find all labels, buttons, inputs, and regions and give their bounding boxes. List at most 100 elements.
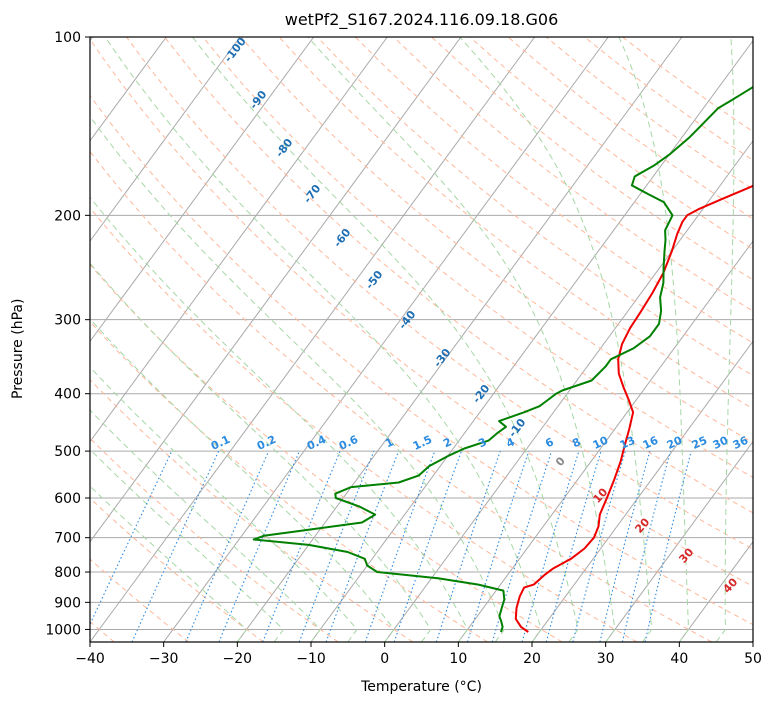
moist-adiabat-line [715, 37, 735, 642]
y-tick-label: 800 [54, 565, 81, 581]
dry-adiabat-line [90, 150, 712, 642]
mixing-ratio-label: 10 [591, 434, 611, 452]
mixing-ratio-line [364, 450, 436, 642]
y-tick-label: 200 [54, 208, 81, 224]
moist-adiabat-line [90, 409, 321, 642]
moist-adiabat-label: 30 [676, 545, 696, 565]
dry-adiabat-line [90, 558, 190, 642]
mixing-ratio-line [435, 450, 501, 642]
mixing-ratio-line [218, 450, 301, 642]
dry-adiabat-line [90, 378, 414, 642]
moist-adiabat-line [104, 37, 542, 642]
mixing-ratio-line [185, 450, 270, 642]
x-tick-label: 50 [744, 651, 762, 667]
y-tick-label: 900 [54, 595, 81, 611]
mixing-ratio-line [131, 450, 220, 642]
mixing-ratio-line [521, 450, 580, 642]
dry-adiabat-label: -80 [273, 136, 296, 160]
moist-adiabat-line [90, 485, 248, 642]
dry-adiabat-line [90, 263, 563, 642]
moist-adiabat-line [307, 37, 616, 642]
y-tick-label: 1000 [45, 622, 81, 638]
mixing-ratio-line [325, 450, 400, 642]
dry-adiabat-label: -70 [301, 182, 324, 206]
moist-adiabat-line [90, 115, 505, 642]
isotherm-line [752, 641, 753, 642]
mixing-ratio-line [90, 450, 173, 626]
dry-adiabat-line [469, 37, 753, 250]
temperature-profile [514, 184, 753, 633]
mixing-ratio-line [262, 450, 341, 642]
isotherm-line [90, 37, 167, 142]
mixing-ratio-line [545, 450, 602, 642]
x-tick-label: 0 [380, 651, 389, 667]
isotherm-line [90, 37, 241, 242]
plot-frame [89, 36, 754, 643]
mixing-ratio-line [393, 450, 463, 642]
isotherm-line [384, 139, 753, 642]
isotherm-line [90, 37, 536, 642]
dry-adiabat-line [355, 37, 753, 344]
dry-adiabat-line [90, 321, 488, 642]
isotherm-line [163, 37, 609, 642]
mixing-ratio-label: 30 [711, 434, 731, 452]
dry-adiabat-line [90, 207, 638, 642]
dry-adiabat-label: -100 [222, 35, 249, 65]
dry-adiabat-label: -90 [247, 88, 270, 112]
mixing-ratio-label: 1.5 [411, 433, 434, 453]
isotherm-line [90, 37, 315, 343]
y-tick-label: 300 [54, 313, 81, 329]
moist-adiabat-line [192, 37, 579, 642]
dry-adiabat-line [393, 37, 753, 312]
mixing-ratio-label: 13 [618, 434, 637, 452]
isotherm-line [236, 37, 683, 642]
chart-title: wetPf2_S167.2024.116.09.18.G06 [284, 10, 559, 29]
x-tick-label: −40 [75, 651, 105, 667]
y-axis-label-wrapper: Pressure (hPa) [10, 299, 30, 400]
isotherm-line [605, 440, 753, 642]
y-tick-label: 700 [54, 531, 81, 547]
x-tick-label: −20 [223, 651, 253, 667]
y-tick-label: 100 [54, 30, 81, 46]
dry-adiabat-line [90, 437, 339, 642]
mixing-ratio-line [621, 450, 671, 642]
dewpoint-profile [252, 85, 753, 633]
dry-adiabat-line [240, 37, 753, 444]
mixing-ratio-label: 8 [570, 435, 582, 450]
dry-adiabat-line [164, 37, 753, 514]
moist-adiabat-line [90, 318, 395, 642]
x-tick-label: −10 [296, 651, 326, 667]
dry-adiabat-line [278, 37, 753, 410]
dry-adiabat-line [126, 37, 753, 550]
mixing-ratio-label: 2 [441, 435, 453, 450]
x-tick-label: 20 [523, 651, 541, 667]
mixing-ratio-label: 20 [665, 434, 685, 452]
mixing-ratio-line [298, 450, 375, 642]
y-tick-label: 500 [54, 444, 81, 460]
moist-adiabat-line [618, 37, 690, 642]
moist-adiabat-label: 0 [553, 454, 568, 469]
dry-adiabat-line [507, 37, 753, 220]
mixing-ratio-label: 0.4 [305, 433, 328, 453]
isotherm-line [457, 240, 753, 642]
x-tick-label: −30 [149, 651, 179, 667]
isotherm-line [531, 340, 753, 642]
mixing-ratio-line [466, 450, 530, 642]
mixing-ratio-label: 36 [731, 434, 751, 452]
moist-adiabat-line [90, 262, 432, 642]
y-tick-label: 600 [54, 491, 81, 507]
isotherm-line [90, 37, 388, 443]
mixing-ratio-line [644, 450, 692, 642]
dry-adiabat-line [90, 38, 753, 587]
dry-adiabat-line [90, 497, 264, 642]
x-axis-label: Temperature (°C) [361, 679, 482, 695]
isotherm-line [90, 37, 462, 543]
y-tick-label: 400 [54, 387, 81, 403]
x-tick-label: 40 [670, 651, 688, 667]
dry-adiabat-label: -60 [331, 226, 354, 250]
mixing-ratio-label: 0.1 [209, 433, 232, 453]
dry-adiabat-label: -30 [431, 346, 454, 370]
dry-adiabat-line [90, 94, 753, 626]
dry-adiabat-line [316, 37, 753, 377]
mixing-ratio-label: 0.6 [337, 433, 360, 453]
